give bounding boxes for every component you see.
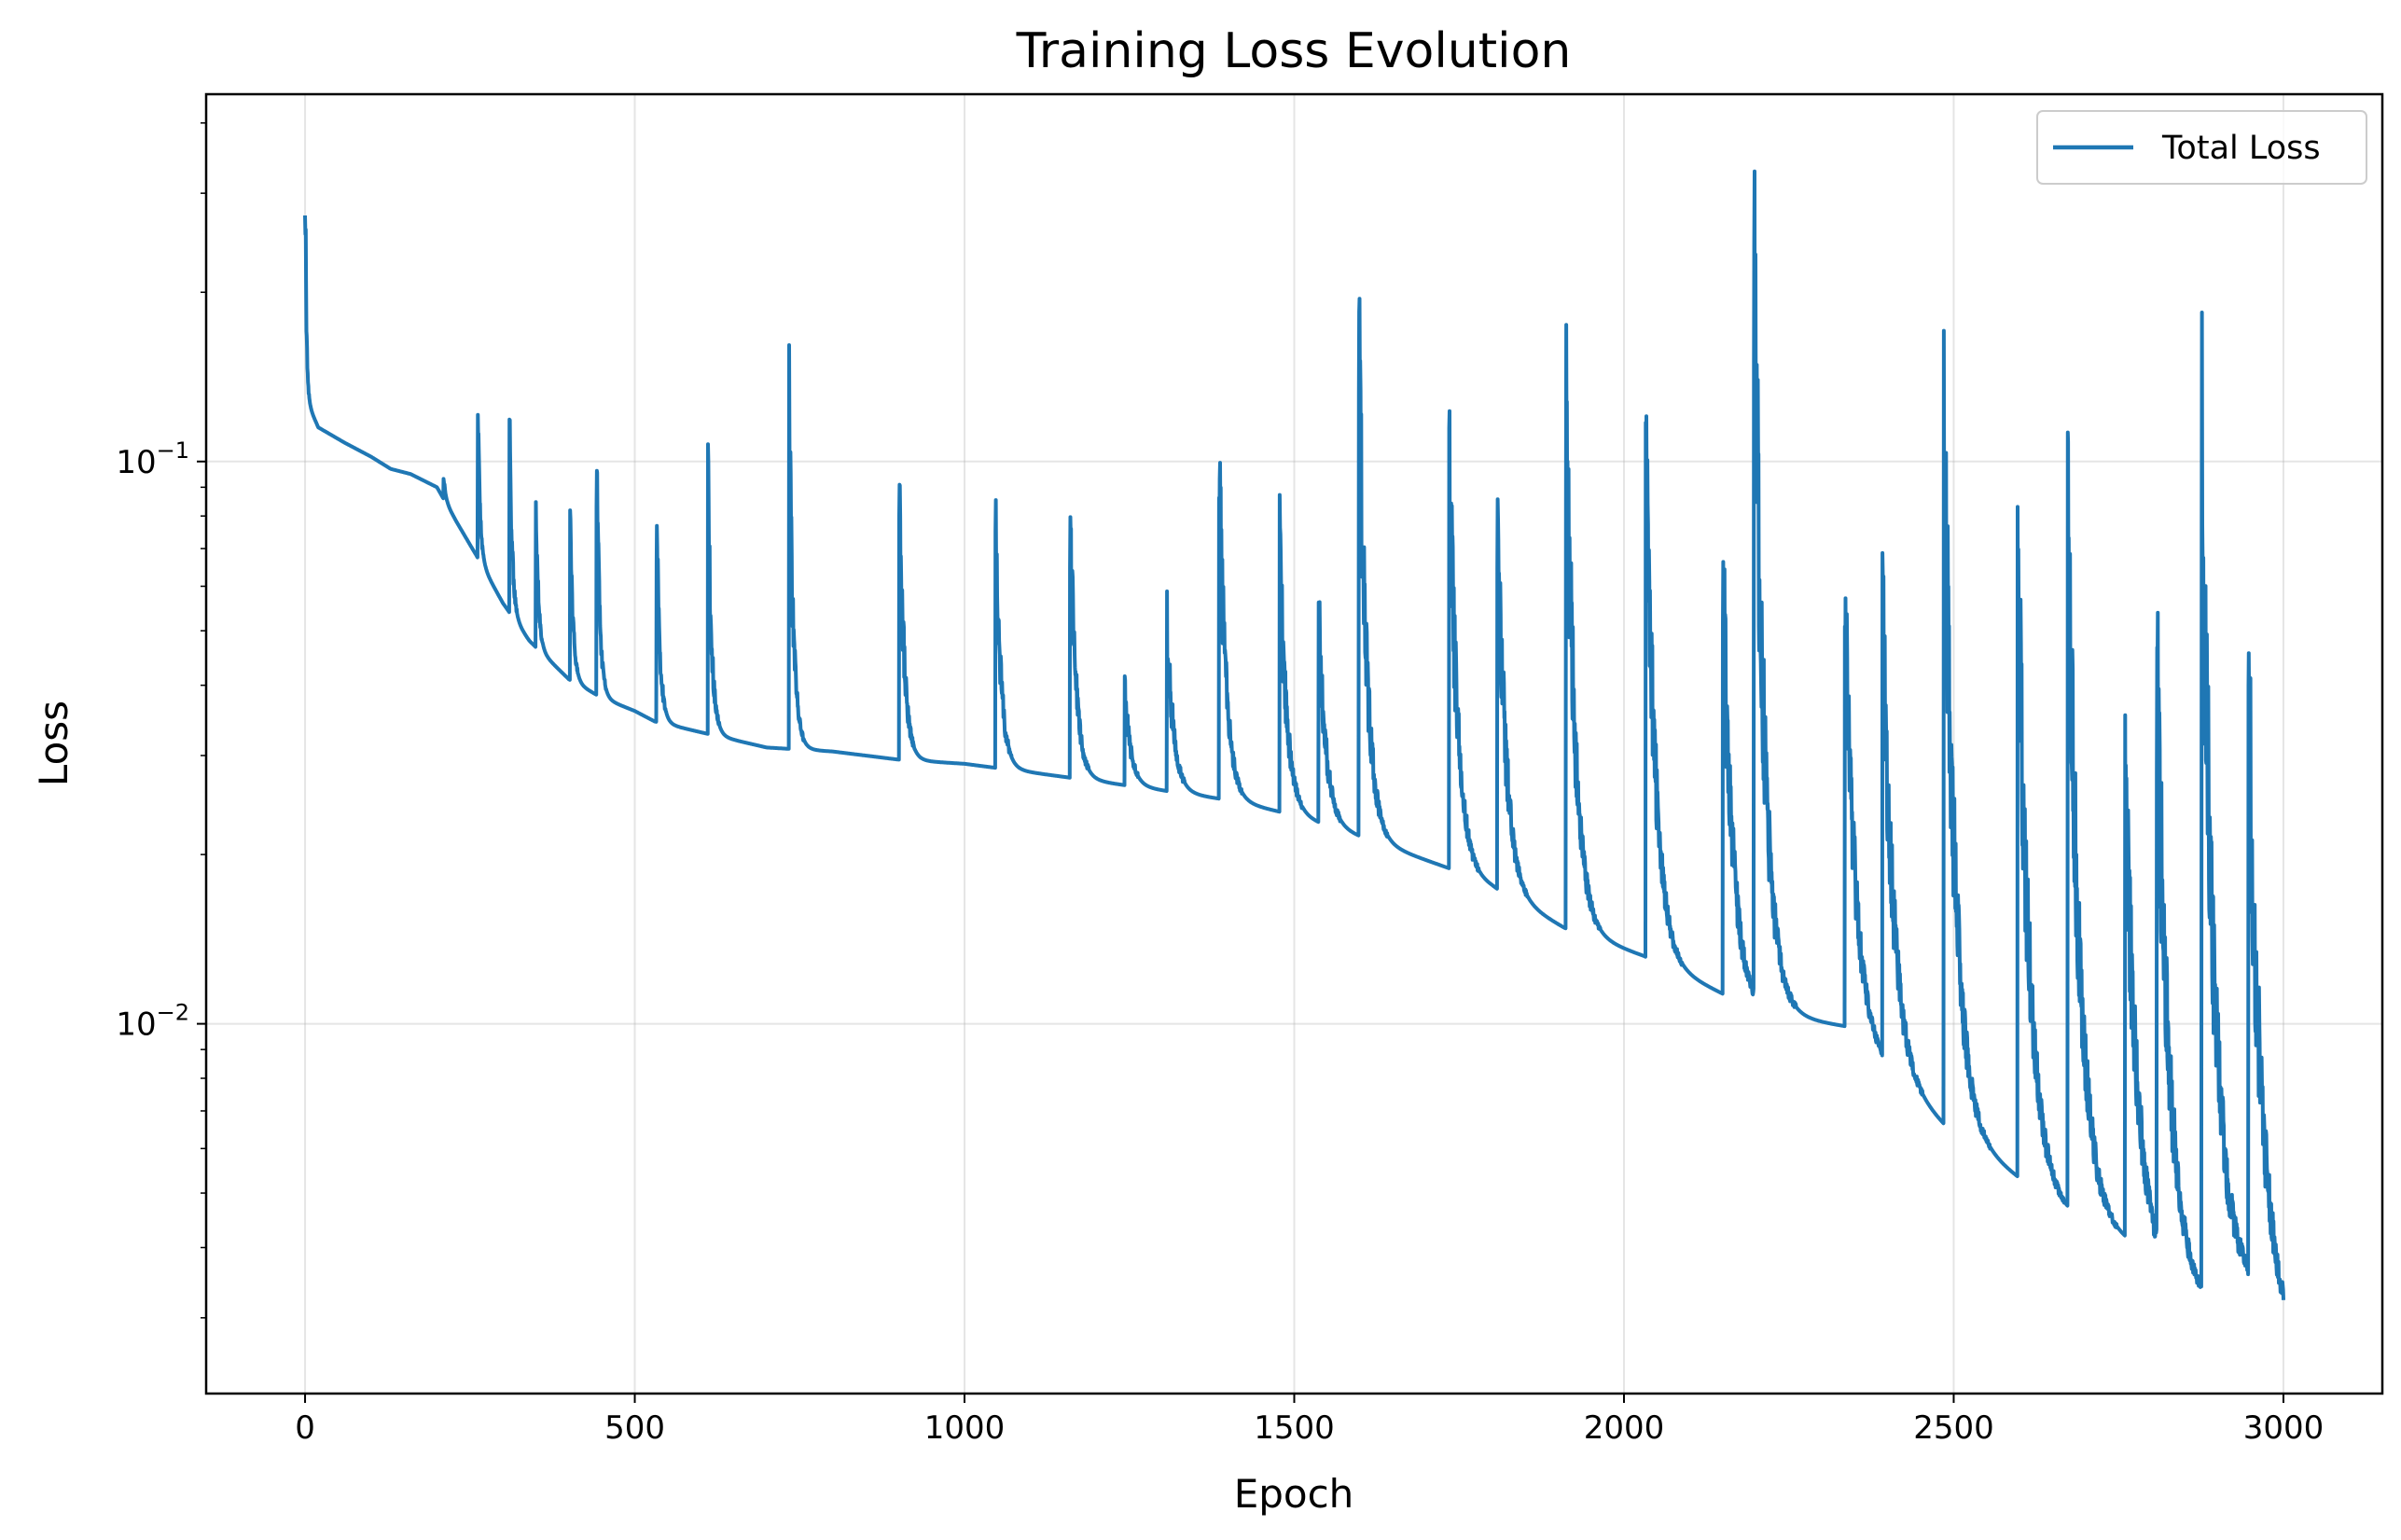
x-tick-label: 3000 [2243,1409,2325,1447]
grid-lines [206,94,2382,1394]
x-tick-label: 2500 [1913,1409,1994,1447]
total-loss-line [303,169,2285,1300]
x-tick-label: 1500 [1254,1409,1335,1447]
x-tick-label: 1000 [924,1409,1006,1447]
y-axis-label: Loss [31,701,76,786]
y-tick-label: 10−2 [116,1000,189,1044]
x-tick-label: 500 [604,1409,665,1447]
y-tick-label: 10−1 [116,437,189,481]
x-tick-label: 0 [295,1409,315,1447]
legend: Total Loss [2036,110,2367,185]
legend-label: Total Loss [2161,130,2321,167]
legend-box [2036,110,2367,185]
plot-area [303,169,2285,1300]
x-axis-label: Epoch [1234,1471,1354,1517]
x-tick-label: 2000 [1584,1409,1665,1447]
axis-ticks: 0 500 1000 1500 2000 2500 3000 10−2 10−1 [116,122,2325,1447]
chart-title: Training Loss Evolution [1016,23,1572,79]
